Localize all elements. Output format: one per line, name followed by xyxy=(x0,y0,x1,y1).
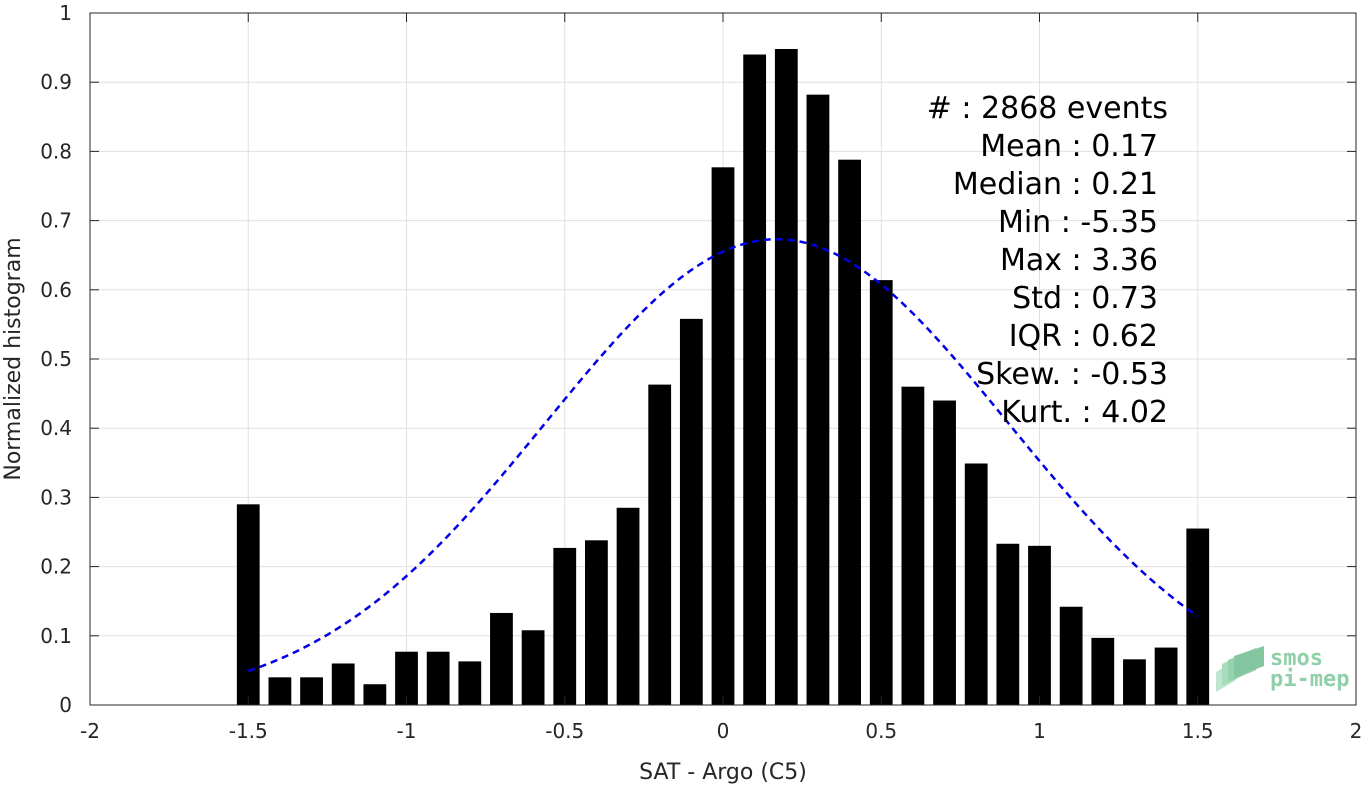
histogram-bar xyxy=(616,507,640,705)
stat-line: Mean : 0.17 xyxy=(980,129,1158,164)
y-tick-label: 0.9 xyxy=(40,70,72,94)
histogram-bar xyxy=(331,663,355,705)
x-tick-label: -1.5 xyxy=(229,719,268,743)
y-tick-label: 0.8 xyxy=(40,139,72,163)
histogram-bar xyxy=(300,677,323,705)
x-tick-label: 1.5 xyxy=(1182,719,1214,743)
x-tick-labels: -2 -1.5 -1 -0.5 0 0.5 1 1.5 2 xyxy=(80,719,1362,743)
stat-line: IQR : 0.62 xyxy=(1009,319,1158,354)
histogram-bar xyxy=(426,651,450,705)
x-tick-label: -2 xyxy=(80,719,100,743)
x-tick-label: -1 xyxy=(397,719,417,743)
histogram-bar xyxy=(395,651,418,705)
histogram-bar xyxy=(1154,647,1178,705)
y-tick-label: 0.2 xyxy=(40,555,72,579)
bars xyxy=(236,48,1210,706)
x-axis-label: SAT - Argo (C5) xyxy=(639,760,807,785)
x-tick-label: 1 xyxy=(1033,719,1046,743)
histogram-bar xyxy=(268,677,292,705)
histogram-bar xyxy=(679,318,703,705)
normal-fit-curve xyxy=(247,237,1199,673)
histogram-bar xyxy=(236,504,260,705)
y-tick-label: 0.5 xyxy=(40,347,72,371)
histogram-bar xyxy=(1123,659,1146,705)
y-tick-label: 0.6 xyxy=(40,278,72,302)
histogram-bar xyxy=(996,543,1020,705)
stat-line: # : 2868 events xyxy=(927,91,1168,126)
histogram-bar xyxy=(838,159,861,706)
histogram-bar xyxy=(743,54,767,705)
stat-line: Max : 3.36 xyxy=(1000,243,1158,278)
stat-line: Median : 0.21 xyxy=(953,167,1158,202)
histogram-bar xyxy=(648,384,672,705)
histogram-bar xyxy=(1028,545,1051,705)
logo-waves-icon xyxy=(1216,646,1264,692)
logo-line-1: smos xyxy=(1270,646,1323,671)
y-tick-label: 1 xyxy=(59,1,72,25)
histogram-bar xyxy=(774,48,798,705)
y-tick-label: 0.4 xyxy=(40,416,72,440)
x-tick-label: -0.5 xyxy=(545,719,584,743)
histogram-bar xyxy=(1091,637,1115,705)
ticks xyxy=(89,12,1357,706)
histogram-bar xyxy=(490,612,513,705)
histogram-bar xyxy=(869,280,893,705)
histogram-bar xyxy=(901,386,925,705)
stat-line: Std : 0.73 xyxy=(1012,281,1158,316)
histogram-bar xyxy=(363,684,387,705)
y-axis-label: Normalized histogram xyxy=(1,237,26,480)
y-tick-label: 0.3 xyxy=(40,485,72,509)
stat-line: Kurt. : 4.02 xyxy=(1001,395,1168,430)
stat-line: Min : -5.35 xyxy=(998,205,1158,240)
histogram-bar xyxy=(711,167,735,706)
x-tick-label: 0 xyxy=(717,719,730,743)
histogram-bar xyxy=(806,94,830,705)
y-tick-label: 0 xyxy=(59,693,72,717)
histogram-bar xyxy=(1059,606,1083,705)
y-tick-label: 0.7 xyxy=(40,209,72,233)
smos-pi-mep-logo: smos pi-mep xyxy=(1216,646,1349,692)
histogram-bar xyxy=(521,630,545,705)
x-tick-label: 2 xyxy=(1350,719,1363,743)
histogram-bar xyxy=(1186,528,1210,705)
histogram-bar xyxy=(585,540,608,705)
histogram-bar xyxy=(553,547,577,705)
stat-line: Skew. : -0.53 xyxy=(976,357,1168,392)
histogram-bar xyxy=(458,661,482,705)
y-tick-label: 0.1 xyxy=(40,624,72,648)
histogram-bar xyxy=(933,400,956,705)
x-tick-label: 0.5 xyxy=(865,719,897,743)
histogram-bar xyxy=(964,463,988,705)
y-tick-labels: 0 0.1 0.2 0.3 0.4 0.5 0.6 0.7 0.8 0.9 1 xyxy=(40,1,72,717)
logo-line-2: pi-mep xyxy=(1270,667,1349,692)
